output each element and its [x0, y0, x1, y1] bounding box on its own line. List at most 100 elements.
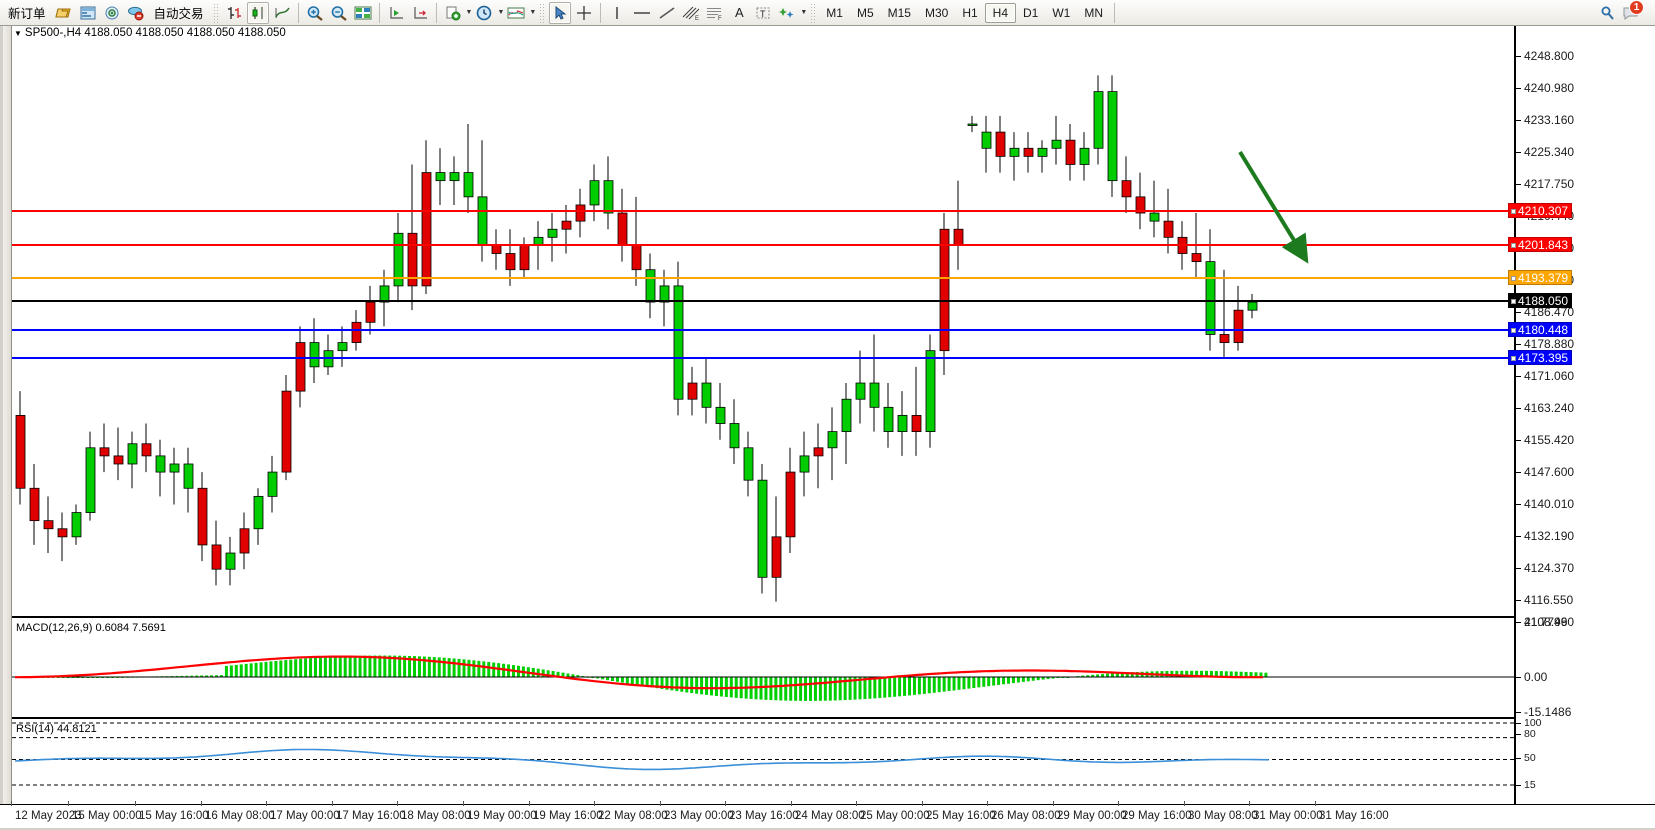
- alerts-icon[interactable]: 1: [1621, 0, 1644, 24]
- symbol-ohlc-text: SP500-,H4 4188.050 4188.050 4188.050 418…: [24, 27, 286, 39]
- time-label: 17 May 00:00: [270, 810, 340, 822]
- level-line-last-price[interactable]: [12, 300, 1514, 302]
- main-toolbar: 新订单 自动交易: [0, 0, 1655, 26]
- text-icon[interactable]: A: [735, 5, 744, 20]
- autotrading-label: 自动交易: [153, 7, 204, 21]
- period-dropdown-icon[interactable]: ▼: [497, 9, 505, 16]
- market-watch-icon[interactable]: [77, 2, 99, 24]
- auto-scroll-icon[interactable]: [409, 2, 431, 24]
- trendline-icon[interactable]: [656, 2, 678, 24]
- time-tick: [68, 801, 69, 806]
- line-chart-icon[interactable]: [271, 2, 293, 24]
- autotrading-icon[interactable]: [125, 2, 147, 24]
- new-order-button[interactable]: 新订单: [3, 2, 51, 24]
- time-label: 19 May 16:00: [533, 810, 603, 822]
- cursor-icon[interactable]: [549, 1, 572, 24]
- fibonacci-icon[interactable]: F: [704, 2, 726, 24]
- level-line-support-1[interactable]: [12, 329, 1514, 331]
- timeframe-m5[interactable]: M5: [856, 5, 874, 20]
- toolbar-separator-3: [435, 2, 437, 23]
- price-tick: 4248.800: [1516, 49, 1574, 63]
- timeframe-d1[interactable]: D1: [1023, 5, 1039, 20]
- bar-chart-icon[interactable]: [223, 2, 245, 24]
- candlestick-series: [15, 75, 1258, 602]
- timeframe-mn[interactable]: MN: [1084, 5, 1104, 20]
- crosshair-icon[interactable]: [573, 2, 595, 24]
- toolbar-separator-5: [1114, 2, 1116, 23]
- time-label: 29 May 16:00: [1122, 810, 1192, 822]
- timeframe-w1[interactable]: W1: [1052, 5, 1071, 20]
- timeframe-m30[interactable]: M30: [924, 5, 949, 20]
- zoom-in-icon[interactable]: [304, 2, 326, 24]
- toolbar-grip-3[interactable]: [810, 2, 817, 23]
- rsi-series: [12, 722, 1514, 786]
- price-label-resistance-2[interactable]: 4201.843: [1508, 237, 1573, 252]
- navigator-icon[interactable]: [101, 2, 123, 24]
- toolbar-grip-2[interactable]: [539, 2, 546, 23]
- rsi-pane[interactable]: RSI(14) 44.8121: [12, 721, 1514, 830]
- new-order-label: 新订单: [8, 7, 46, 21]
- rsi-scale-tick: 80: [1516, 728, 1536, 740]
- time-label: 24 May 08:00: [795, 810, 865, 822]
- time-tick: [856, 801, 857, 806]
- chart-shift-icon[interactable]: [385, 2, 407, 24]
- candlestick-chart-icon[interactable]: [246, 1, 269, 24]
- price-tick: 4116.550: [1516, 593, 1573, 607]
- time-tick: [463, 801, 464, 806]
- timeframe-m15[interactable]: M15: [887, 5, 911, 20]
- time-tick: [725, 801, 726, 806]
- time-label: 23 May 16:00: [729, 810, 799, 822]
- toolbar-grip[interactable]: [212, 2, 219, 23]
- timeframe-h1[interactable]: H1: [962, 5, 978, 20]
- chart-menu-icon[interactable]: ▼: [14, 29, 22, 38]
- search-icon[interactable]: [1597, 2, 1619, 24]
- price-pane[interactable]: [12, 26, 1514, 618]
- price-label-support-2[interactable]: 4173.395: [1508, 350, 1573, 365]
- time-tick: [791, 801, 792, 806]
- macd-pane[interactable]: MACD(12,26,9) 0.6084 7.5691: [12, 620, 1514, 719]
- text-label-icon[interactable]: T: [752, 2, 774, 24]
- price-label-resistance-1[interactable]: 4210.307: [1508, 203, 1573, 218]
- chart-area[interactable]: ▼ SP500-,H4 4188.050 4188.050 4188.050 41…: [0, 26, 1655, 830]
- price-tick: 4240.980: [1516, 81, 1574, 95]
- objects-dropdown-icon[interactable]: ▼: [800, 9, 808, 16]
- new-chart-icon[interactable]: [442, 2, 464, 24]
- timeframe-m1[interactable]: M1: [826, 5, 843, 20]
- price-label-last-price[interactable]: 4188.050: [1508, 293, 1573, 308]
- level-line-resistance-2[interactable]: [12, 244, 1514, 246]
- price-axis[interactable]: 4248.800 4240.980 4233.160 4225.340 4217…: [1508, 26, 1655, 830]
- price-tick: 4171.060: [1516, 369, 1574, 383]
- level-line-resistance-1[interactable]: [12, 210, 1514, 212]
- objects-icon[interactable]: [776, 2, 798, 24]
- new-chart-dropdown-icon[interactable]: ▼: [465, 9, 473, 16]
- folder-open-icon[interactable]: [53, 2, 75, 24]
- svg-text:E: E: [695, 16, 699, 21]
- indicators-dropdown-icon[interactable]: ▼: [529, 9, 537, 16]
- macd-label: MACD(12,26,9) 0.6084 7.5691: [16, 622, 166, 634]
- alerts-badge: 1: [1629, 0, 1644, 15]
- autotrading-button[interactable]: 自动交易: [149, 2, 209, 24]
- time-tick: [529, 801, 530, 806]
- time-label: 22 May 08:00: [598, 810, 668, 822]
- price-label-pivot-line[interactable]: 4193.379: [1508, 270, 1573, 285]
- data-window-icon[interactable]: [352, 2, 374, 24]
- level-line-support-2[interactable]: [12, 357, 1514, 359]
- indicators-icon[interactable]: [505, 2, 527, 24]
- timeframe-h4[interactable]: H4: [984, 2, 1016, 23]
- time-label: 17 May 16:00: [336, 810, 406, 822]
- macd-series: [12, 655, 1514, 701]
- time-tick: [1118, 801, 1119, 806]
- down-arrow-icon[interactable]: [1230, 138, 1330, 283]
- vertical-line-icon[interactable]: [606, 2, 628, 24]
- rsi-scale-tick: 50: [1516, 752, 1536, 764]
- horizontal-line-icon[interactable]: [630, 2, 654, 24]
- price-tick: 4155.420: [1516, 433, 1574, 447]
- price-label-support-1[interactable]: 4180.448: [1508, 322, 1573, 337]
- time-label: 25 May 00:00: [860, 810, 930, 822]
- toolbar-separator-4: [600, 2, 602, 23]
- level-line-pivot-line[interactable]: [12, 277, 1514, 279]
- zoom-out-icon[interactable]: [328, 2, 350, 24]
- period-clock-icon[interactable]: [473, 2, 495, 24]
- equidistant-channel-icon[interactable]: E: [680, 2, 702, 24]
- time-label: 31 May 16:00: [1319, 810, 1389, 822]
